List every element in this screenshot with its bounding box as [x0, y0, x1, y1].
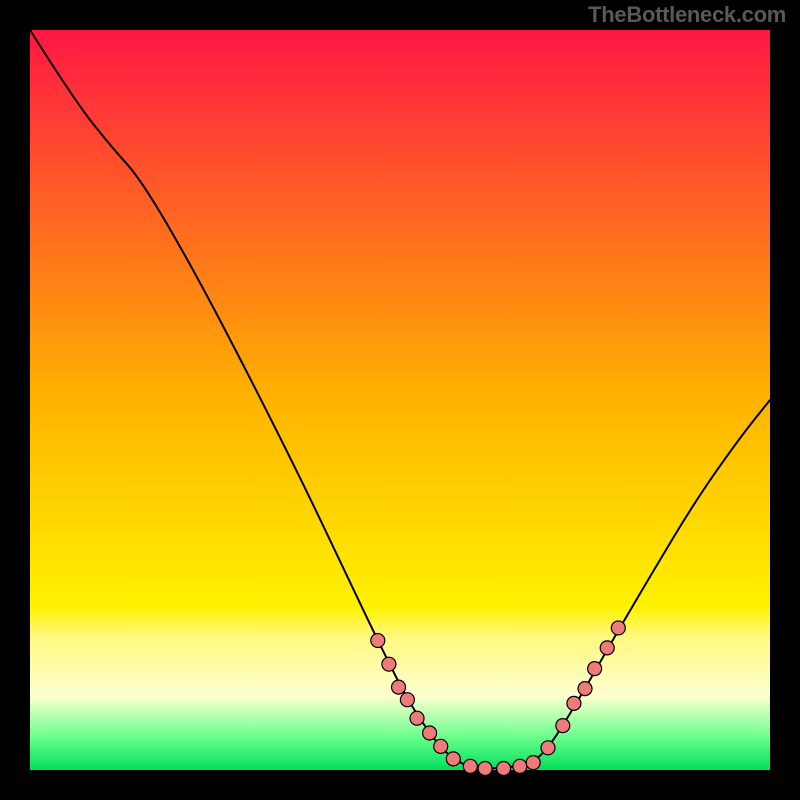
data-marker [410, 711, 424, 725]
data-marker [446, 752, 460, 766]
data-marker [611, 621, 625, 635]
data-marker [556, 719, 570, 733]
data-marker [392, 680, 406, 694]
data-marker [578, 682, 592, 696]
chart-container: TheBottleneck.com [0, 0, 800, 800]
data-marker [371, 634, 385, 648]
data-marker [588, 662, 602, 676]
data-marker [400, 693, 414, 707]
data-marker [600, 641, 614, 655]
bottleneck-curve-chart [0, 0, 800, 800]
data-marker [382, 657, 396, 671]
data-marker [434, 739, 448, 753]
data-marker [423, 726, 437, 740]
data-marker [497, 762, 511, 776]
watermark-text: TheBottleneck.com [588, 2, 786, 28]
data-marker [513, 759, 527, 773]
data-marker [478, 762, 492, 776]
data-marker [526, 756, 540, 770]
data-marker [541, 741, 555, 755]
data-marker [463, 759, 477, 773]
chart-background [30, 30, 770, 770]
data-marker [567, 696, 581, 710]
